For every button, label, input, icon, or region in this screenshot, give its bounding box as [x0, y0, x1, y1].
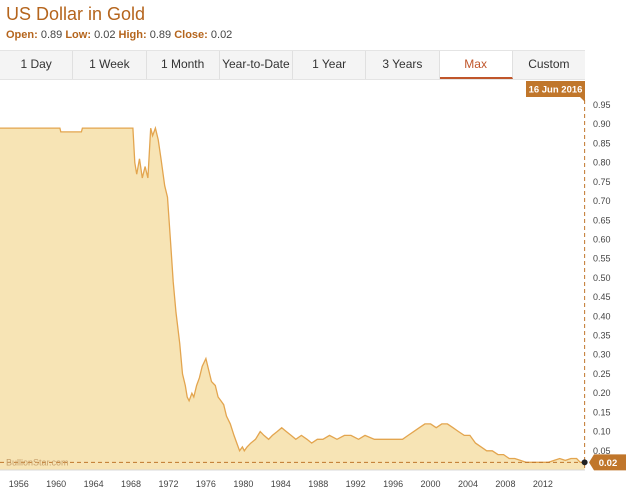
date-marker: 16 Jun 2016: [526, 81, 585, 102]
x-tick-label: 1988: [308, 479, 328, 489]
y-tick-label: 0.15: [593, 407, 611, 417]
page-title: US Dollar in Gold: [6, 4, 146, 24]
y-tick-label: 0.25: [593, 369, 611, 379]
x-tick-label: 1972: [158, 479, 178, 489]
y-tick-label: 0.60: [593, 234, 611, 244]
y-tick-label: 0.30: [593, 350, 611, 360]
x-tick-label: 1980: [233, 479, 253, 489]
y-tick-label: 0.80: [593, 158, 611, 168]
watermark: BullionStar.com: [6, 457, 69, 467]
last-value-badge: 0.02: [581, 454, 626, 471]
end-point: [581, 459, 588, 466]
tab-1-week[interactable]: 1 Week: [73, 51, 147, 79]
x-tick-label: 1992: [346, 479, 366, 489]
y-tick-label: 0.70: [593, 196, 611, 206]
close-value: 0.02: [210, 29, 233, 41]
y-axis: 0.05 0.10 0.15 0.20 0.25 0.30 0.35 0.40 0.45 0.50…: [593, 100, 611, 456]
x-tick-label: 1984: [271, 479, 291, 489]
x-tick-label: 1964: [84, 479, 104, 489]
tab-max[interactable]: Max: [439, 51, 513, 79]
x-tick-label: 1968: [121, 479, 141, 489]
date-marker-label: 16 Jun 2016: [529, 85, 583, 96]
y-tick-label: 0.35: [593, 331, 611, 341]
tab-3-years[interactable]: 3 Years: [366, 51, 440, 79]
price-line: [0, 125, 585, 463]
y-tick-label: 0.05: [593, 446, 611, 456]
y-tick-label: 0.45: [593, 292, 611, 302]
x-tick-label: 2008: [495, 479, 515, 489]
high-value: 0.89: [149, 29, 172, 41]
y-tick-label: 0.40: [593, 311, 611, 321]
x-tick-label: 1976: [196, 479, 216, 489]
tab-1-month[interactable]: 1 Month: [147, 51, 220, 79]
low-label: Low:: [65, 29, 91, 41]
x-tick-label: 1960: [46, 479, 66, 489]
x-axis: 1956 1960 1964 1968 1972 1976 1980 1984 1988 1992…: [9, 479, 553, 489]
tab-1-year[interactable]: 1 Year: [293, 51, 367, 79]
y-tick-label: 0.75: [593, 177, 611, 187]
y-tick-label: 0.10: [593, 427, 611, 437]
low-value: 0.02: [94, 29, 116, 41]
y-tick-label: 0.65: [593, 215, 611, 225]
y-tick-label: 0.20: [593, 388, 611, 398]
x-tick-label: 1996: [383, 479, 403, 489]
y-tick-label: 0.95: [593, 100, 611, 110]
x-tick-label: 1956: [9, 479, 29, 489]
x-tick-label: 2012: [533, 479, 553, 489]
x-tick-label: 2000: [421, 479, 441, 489]
ohlc-summary: Open: 0.89 Low: 0.02 High: 0.89 Close: 0…: [6, 29, 232, 41]
tab-1-day[interactable]: 1 Day: [0, 51, 74, 79]
range-tabs: 1 Day 1 Week 1 Month Year-to-Date 1 Year…: [0, 50, 585, 80]
tab-year-to-date[interactable]: Year-to-Date: [220, 51, 293, 79]
y-tick-label: 0.85: [593, 138, 611, 148]
open-value: 0.89: [40, 29, 63, 41]
close-label: Close:: [174, 29, 208, 41]
y-tick-label: 0.90: [593, 119, 611, 129]
price-area: [0, 128, 585, 470]
last-value-label: 0.02: [599, 458, 618, 469]
high-label: High:: [118, 29, 147, 41]
y-tick-label: 0.50: [593, 273, 611, 283]
tab-custom[interactable]: Custom: [528, 57, 570, 71]
x-tick-label: 2004: [458, 479, 478, 489]
open-label: Open:: [6, 29, 38, 41]
y-tick-label: 0.55: [593, 254, 611, 264]
